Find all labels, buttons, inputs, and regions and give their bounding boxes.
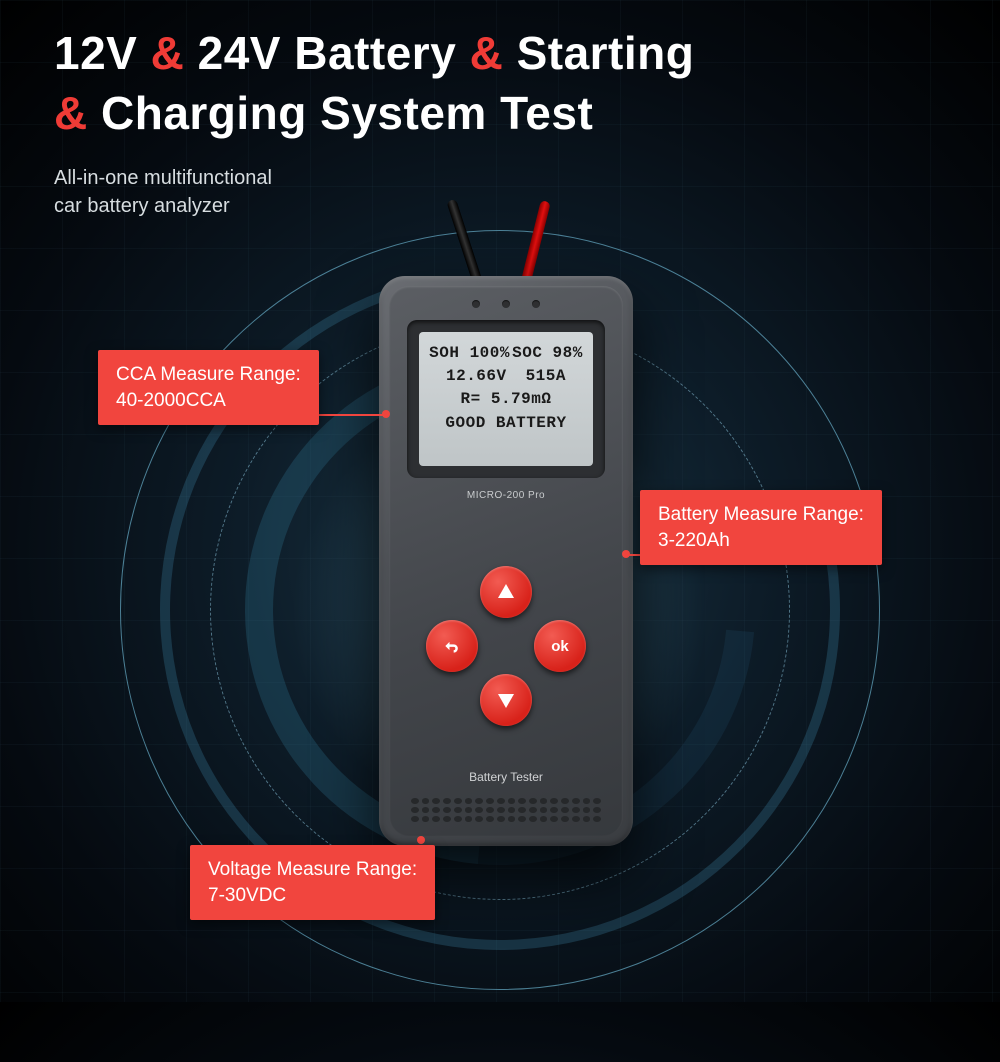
title-amp-2: & (470, 27, 517, 79)
screen-frame: SOH 100% SOC 98% 12.66V 515A R= 5.79mΩ G… (407, 320, 605, 478)
callout-cca-dot (382, 410, 390, 418)
screen-soh: SOH 100% (429, 342, 510, 365)
title-seg-4: Starting (517, 27, 695, 79)
subtitle-line1: All-in-one multifunctional (54, 167, 272, 189)
screen-amps: 515A (526, 365, 566, 388)
down-button[interactable] (480, 674, 532, 726)
callout-cca-line (315, 414, 385, 416)
down-arrow-icon (496, 690, 516, 710)
ok-button[interactable]: ok (534, 620, 586, 672)
device-inner: SOH 100% SOC 98% 12.66V 515A R= 5.79mΩ G… (389, 286, 623, 836)
title-seg-2: 24V Battery (198, 27, 470, 79)
callout-battery-dot (622, 550, 630, 558)
ok-label: ok (551, 638, 569, 655)
device-body: SOH 100% SOC 98% 12.66V 515A R= 5.79mΩ G… (379, 276, 633, 846)
callout-battery: Battery Measure Range: 3-220Ah (640, 490, 882, 565)
screen-soc: SOC 98% (512, 342, 583, 365)
back-icon (442, 636, 462, 656)
device-dpad: ok (426, 566, 586, 726)
back-button[interactable] (426, 620, 478, 672)
up-button[interactable] (480, 566, 532, 618)
device-speaker-grille (411, 798, 601, 822)
callout-cca-title: CCA Measure Range: (116, 362, 301, 388)
screen-status: GOOD BATTERY (427, 412, 585, 435)
device-leds (389, 300, 623, 308)
device-bottom-label: Battery Tester (389, 770, 623, 784)
device-model-label: MICRO-200 Pro (389, 490, 623, 501)
title-seg-0: 12V (54, 27, 151, 79)
title-amp-1: & (151, 27, 198, 79)
title-seg-7: Charging System Test (101, 87, 593, 139)
title-amp-3: & (54, 87, 101, 139)
wire-black (446, 199, 483, 288)
led (502, 300, 510, 308)
callout-battery-value: 3-220Ah (658, 528, 864, 554)
screen-resistance: R= 5.79mΩ (427, 388, 585, 411)
main-title: 12V & 24V Battery & Starting & Charging … (54, 24, 694, 144)
subtitle-line2: car battery analyzer (54, 195, 230, 217)
callout-voltage-title: Voltage Measure Range: (208, 857, 417, 883)
callout-cca-value: 40-2000CCA (116, 388, 301, 414)
screen-voltage: 12.66V (446, 365, 507, 388)
led (532, 300, 540, 308)
led (472, 300, 480, 308)
device-screen: SOH 100% SOC 98% 12.66V 515A R= 5.79mΩ G… (419, 332, 593, 466)
subtitle: All-in-one multifunctional car battery a… (54, 164, 272, 220)
up-arrow-icon (496, 582, 516, 602)
callout-voltage-value: 7-30VDC (208, 883, 417, 909)
callout-battery-title: Battery Measure Range: (658, 502, 864, 528)
callout-cca: CCA Measure Range: 40-2000CCA (98, 350, 319, 425)
callout-voltage-dot (417, 836, 425, 844)
callout-voltage: Voltage Measure Range: 7-30VDC (190, 845, 435, 920)
